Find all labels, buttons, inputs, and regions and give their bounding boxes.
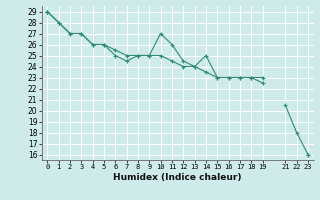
X-axis label: Humidex (Indice chaleur): Humidex (Indice chaleur) [113, 173, 242, 182]
